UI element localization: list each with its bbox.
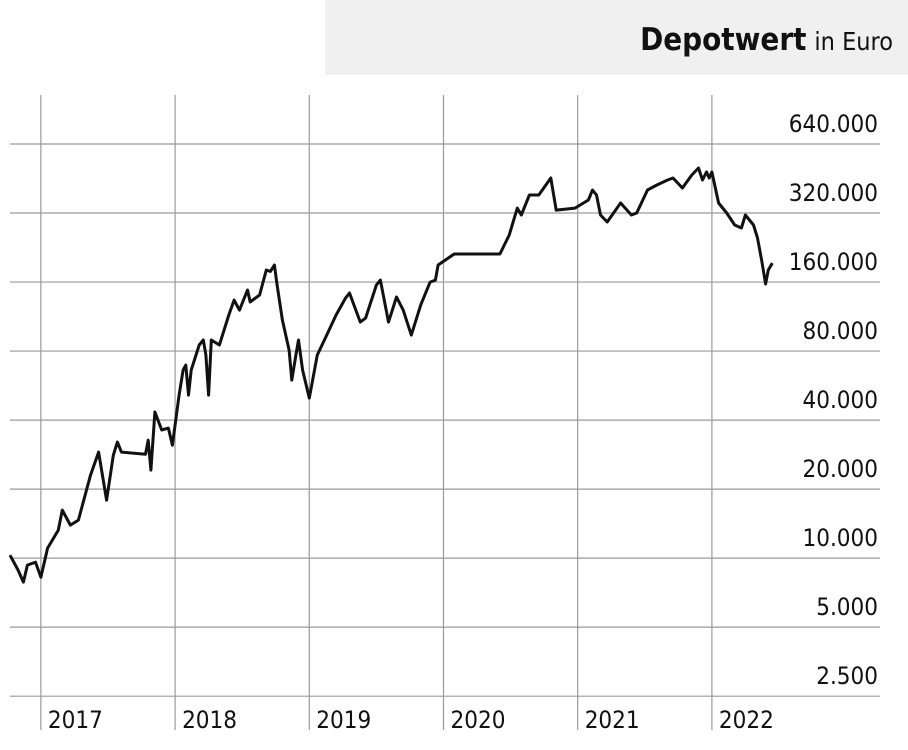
x-tick-label: 2022 <box>719 706 774 734</box>
x-tick-label: 2018 <box>182 706 237 734</box>
x-tick-label: 2019 <box>316 706 371 734</box>
y-tick-label: 80.000 <box>802 317 878 345</box>
chart-title-group: Depotwert in Euro <box>640 22 893 58</box>
y-tick-label: 320.000 <box>789 179 878 207</box>
x-tick-label: 2017 <box>48 706 103 734</box>
chart-subtitle: in Euro <box>814 27 893 56</box>
chart-title: Depotwert <box>640 22 806 58</box>
x-tick-label: 2020 <box>450 706 505 734</box>
y-tick-label: 640.000 <box>789 110 878 138</box>
y-tick-label: 20.000 <box>802 455 878 483</box>
title-box <box>325 0 908 75</box>
y-tick-label: 2.500 <box>816 662 878 690</box>
y-tick-label: 160.000 <box>789 248 878 276</box>
y-tick-label: 5.000 <box>816 593 878 621</box>
x-tick-label: 2021 <box>585 706 640 734</box>
data-line <box>8 166 774 584</box>
y-tick-label: 10.000 <box>802 524 878 552</box>
y-tick-label: 40.000 <box>802 386 878 414</box>
